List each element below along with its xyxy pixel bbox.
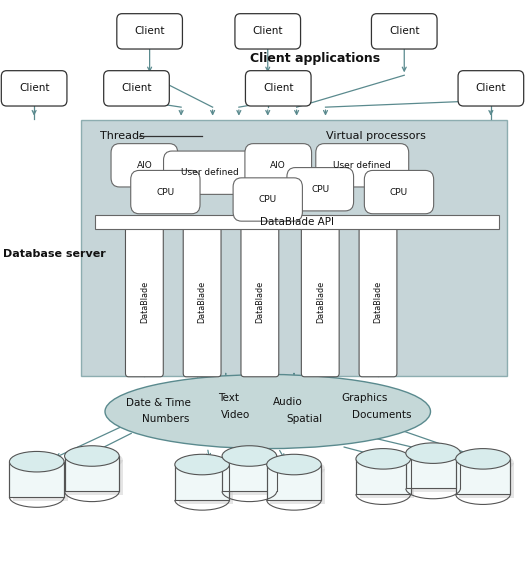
Text: User defined: User defined [181, 168, 239, 177]
FancyBboxPatch shape [183, 227, 221, 377]
Ellipse shape [105, 374, 430, 449]
Ellipse shape [222, 446, 277, 466]
Text: Text: Text [218, 393, 239, 403]
Bar [226, 460, 280, 495]
Ellipse shape [356, 449, 411, 469]
FancyBboxPatch shape [245, 144, 312, 187]
FancyBboxPatch shape [111, 144, 177, 187]
FancyBboxPatch shape [364, 170, 434, 214]
Text: DataBlade API: DataBlade API [260, 217, 333, 227]
FancyBboxPatch shape [458, 71, 524, 106]
Text: AIO: AIO [136, 161, 152, 170]
FancyBboxPatch shape [246, 71, 311, 106]
Text: AIO: AIO [270, 161, 286, 170]
Ellipse shape [406, 443, 460, 463]
Text: Database server: Database server [3, 249, 106, 259]
Text: Graphics: Graphics [341, 393, 387, 403]
Bar [222, 456, 277, 491]
FancyBboxPatch shape [117, 14, 183, 49]
FancyBboxPatch shape [316, 144, 408, 187]
Ellipse shape [13, 455, 68, 476]
Text: CPU: CPU [259, 195, 277, 204]
Ellipse shape [456, 449, 510, 469]
Text: Video: Video [220, 410, 250, 420]
Text: Client applications: Client applications [250, 52, 380, 64]
Text: Threads: Threads [100, 131, 144, 141]
Ellipse shape [360, 453, 414, 473]
Bar [360, 463, 414, 498]
Bar [94, 215, 499, 229]
Bar [270, 469, 325, 504]
Ellipse shape [410, 447, 464, 467]
Text: Numbers: Numbers [142, 414, 189, 424]
Text: Client: Client [19, 83, 49, 93]
Text: CPU: CPU [390, 188, 408, 197]
Text: DataBlade: DataBlade [373, 281, 383, 323]
Text: DataBlade: DataBlade [140, 281, 149, 323]
Text: CPU: CPU [311, 185, 329, 194]
Bar [356, 459, 411, 494]
Text: CPU: CPU [156, 188, 174, 197]
Ellipse shape [226, 450, 280, 470]
Text: Client: Client [389, 26, 419, 36]
Text: Date & Time: Date & Time [126, 398, 191, 408]
Text: DataBlade: DataBlade [316, 281, 325, 323]
Text: Virtual processors: Virtual processors [326, 131, 425, 141]
Text: Audio: Audio [273, 397, 303, 408]
Bar [456, 459, 510, 494]
Text: Client: Client [253, 26, 283, 36]
Text: Client: Client [134, 26, 165, 36]
Ellipse shape [65, 446, 119, 466]
Ellipse shape [178, 458, 233, 479]
Text: Client: Client [121, 83, 152, 93]
Ellipse shape [459, 453, 514, 473]
Text: Spatial: Spatial [286, 414, 322, 424]
Text: DataBlade: DataBlade [197, 281, 207, 323]
FancyBboxPatch shape [2, 71, 67, 106]
FancyBboxPatch shape [235, 14, 300, 49]
FancyBboxPatch shape [372, 14, 437, 49]
Bar [68, 460, 123, 495]
Bar [13, 466, 68, 501]
FancyBboxPatch shape [81, 120, 507, 376]
Bar [175, 465, 229, 500]
Text: Client: Client [476, 83, 506, 93]
Text: DataBlade: DataBlade [255, 281, 265, 323]
Bar [267, 465, 321, 500]
Text: Documents: Documents [352, 410, 411, 420]
FancyBboxPatch shape [125, 227, 163, 377]
FancyBboxPatch shape [359, 227, 397, 377]
Bar [406, 453, 460, 488]
FancyBboxPatch shape [287, 168, 354, 211]
Bar [9, 462, 64, 497]
Ellipse shape [9, 451, 64, 472]
FancyBboxPatch shape [164, 151, 256, 194]
Bar [65, 456, 119, 491]
Bar [178, 469, 233, 504]
Bar [410, 457, 464, 492]
Ellipse shape [267, 454, 321, 475]
Text: User defined: User defined [333, 161, 391, 170]
Ellipse shape [68, 450, 123, 470]
Bar [459, 463, 514, 498]
Ellipse shape [175, 454, 229, 475]
Text: Client: Client [263, 83, 293, 93]
FancyBboxPatch shape [131, 170, 200, 214]
FancyBboxPatch shape [233, 178, 302, 221]
FancyBboxPatch shape [301, 227, 339, 377]
FancyBboxPatch shape [104, 71, 169, 106]
FancyBboxPatch shape [241, 227, 279, 377]
Ellipse shape [270, 458, 325, 479]
